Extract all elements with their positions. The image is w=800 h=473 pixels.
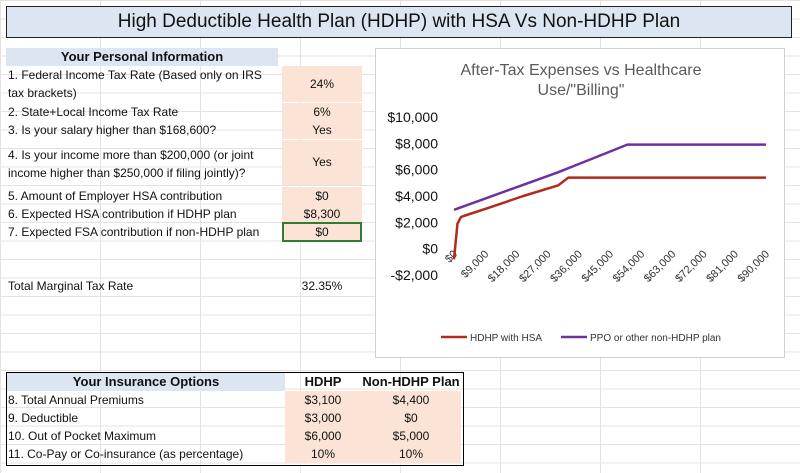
x-tick-label-4: $36,000 (548, 248, 585, 285)
legend-label-1: PPO or other non-HDHP plan (590, 333, 721, 344)
row6-label: 6. Expected HSA contribution if HDHP pla… (8, 207, 237, 221)
series-line-1 (453, 143, 766, 212)
federal-tax-rate-value[interactable]: 24% (282, 66, 362, 102)
deductible-hdhp[interactable]: $3,000 (285, 409, 361, 427)
x-tick-label-10: $90,000 (736, 248, 773, 285)
page-title: High Deductible Health Plan (HDHP) with … (6, 6, 792, 38)
row1-label-line2: tax brackets) (8, 86, 77, 100)
expenses-chart: After-Tax Expenses vs Healthcare Use/"Bil… (387, 62, 773, 344)
y-tick-label-4: $2,000 (395, 214, 438, 230)
y-tick-label-3: $4,000 (395, 188, 438, 204)
x-tick-label-0: $0 (443, 248, 460, 265)
copay-label: 11. Co-Pay or Co-insurance (as percentag… (8, 447, 244, 461)
deductible-label: 9. Deductible (8, 411, 79, 425)
y-tick-label-5: $0 (422, 241, 438, 257)
employer-hsa-value[interactable]: $0 (282, 187, 362, 205)
row7-label: 7. Expected FSA contribution if non-HDHP… (8, 225, 260, 239)
chart-title-line1: After-Tax Expenses vs Healthcare (461, 62, 702, 79)
chart-container: After-Tax Expenses vs Healthcare Use/"Bil… (375, 48, 785, 358)
x-tick-label-8: $72,000 (673, 248, 710, 285)
row2-label: 2. State+Local Income Tax Rate (8, 105, 179, 119)
premiums-hdhp[interactable]: $3,100 (285, 391, 361, 409)
row4-label-line1: 4. Is your income more than $200,000 (or… (8, 148, 254, 162)
oop-max-hdhp[interactable]: $6,000 (285, 427, 361, 445)
row4-label-line2: income higher than $250,000 if filing jo… (8, 166, 246, 180)
col-non-hdhp-header: Non-HDHP Plan (362, 374, 460, 389)
x-tick-label-7: $63,000 (642, 248, 679, 285)
fsa-contribution-value[interactable]: $0 (282, 222, 362, 242)
col-hdhp-header: HDHP (304, 374, 342, 389)
deductible-non[interactable]: $0 (361, 409, 461, 427)
x-tick-label-5: $45,000 (580, 248, 617, 285)
x-tick-label-3: $27,000 (517, 248, 554, 285)
page-title-text: High Deductible Health Plan (HDHP) with … (117, 11, 681, 32)
personal-info-header: Your Personal Information (6, 48, 278, 66)
oop-max-non[interactable]: $5,000 (361, 427, 461, 445)
x-tick-label-6: $54,000 (611, 248, 648, 285)
y-tick-label-2: $6,000 (395, 162, 438, 178)
insurance-header: Your Insurance Options (7, 373, 285, 391)
copay-hdhp[interactable]: 10% (285, 445, 361, 463)
oop-max-label: 10. Out of Pocket Maximum (8, 429, 157, 443)
salary-higher-value[interactable]: Yes (282, 121, 362, 139)
chart-title-line2: Use/"Billing" (538, 82, 625, 99)
row5-label: 5. Amount of Employer HSA contribution (8, 189, 223, 203)
hsa-contribution-value[interactable]: $8,300 (282, 205, 362, 223)
row3-label: 3. Is your salary higher than $168,600? (8, 123, 217, 137)
copay-non[interactable]: 10% (361, 445, 461, 463)
state-tax-rate-value[interactable]: 6% (282, 103, 362, 121)
x-tick-label-9: $81,000 (704, 248, 741, 285)
x-tick-label-2: $18,000 (486, 248, 523, 285)
total-marginal-value: 32.35% (301, 279, 343, 293)
series-line-0 (452, 176, 766, 260)
y-tick-label-1: $8,000 (395, 135, 438, 151)
total-marginal-label: Total Marginal Tax Rate (8, 279, 134, 293)
row1-label-line1: 1. Federal Income Tax Rate (Based only o… (8, 68, 262, 82)
insurance-table-border (6, 372, 464, 466)
y-tick-label-6: -$2,000 (391, 267, 439, 283)
income-higher-value[interactable]: Yes (282, 140, 362, 185)
premiums-non[interactable]: $4,400 (361, 391, 461, 409)
premiums-label: 8. Total Annual Premiums (8, 393, 144, 407)
legend-label-0: HDHP with HSA (470, 333, 542, 344)
y-tick-label-0: $10,000 (387, 109, 438, 125)
